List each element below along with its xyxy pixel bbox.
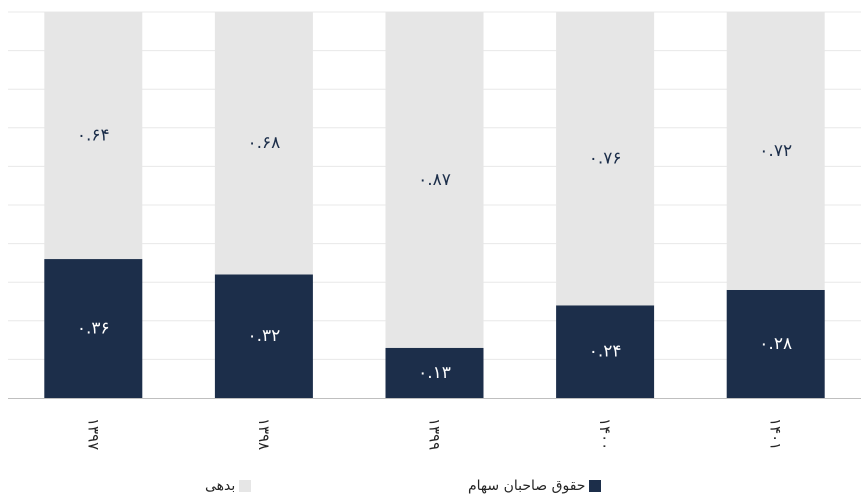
- bar-debt: [44, 12, 143, 260]
- legend-swatch-equity: [589, 480, 602, 492]
- legend-label-debt: بدهی: [205, 478, 236, 494]
- legend-item-debt: بدهی: [205, 476, 252, 496]
- data-label-debt: ۰.۷۶: [589, 149, 622, 169]
- x-tick-label: ۱۳۹۸: [255, 418, 273, 450]
- bar-equity: [726, 289, 825, 398]
- value-labels: ۰.۳۶ ۰.۶۴ ۰.۳۲ ۰.۶۸ ۰.۱۳ ۰.۸۷ ۰.۲۴ ۰.۷۶ ۰.۲۸ ۰.۷۲: [77, 126, 792, 383]
- data-label-equity: ۰.۱۳: [418, 363, 451, 383]
- data-label-equity: ۰.۲۴: [589, 342, 622, 362]
- stacked-bar-chart: ۰.۳۶ ۰.۶۴ ۰.۳۲ ۰.۶۸ ۰.۱۳ ۰.۸۷ ۰.۲۴ ۰.۷۶ ۰.۲۸ ۰.۷۲…: [8, 11, 861, 450]
- bar-equity: [44, 259, 143, 398]
- x-tick-label: ۱۴۰۱: [767, 418, 785, 450]
- data-label-equity: ۰.۲۸: [759, 334, 792, 354]
- bar-equity: [556, 305, 655, 398]
- bars: [44, 12, 825, 398]
- data-label-equity: ۰.۳۶: [77, 319, 110, 339]
- bar-debt: [556, 12, 655, 306]
- legend-swatch-debt: [239, 480, 252, 492]
- x-tick-labels: ۱۳۹۷ ۱۳۹۸ ۱۳۹۹ ۱۴۰۰ ۱۴۰۱: [84, 418, 784, 450]
- data-label-debt: ۰.۶۴: [77, 126, 110, 146]
- data-label-debt: ۰.۸۷: [418, 170, 451, 190]
- bar-debt: [214, 12, 313, 275]
- data-label-debt: ۰.۶۸: [248, 133, 281, 153]
- legend-item-equity: حقوق صاحبان سهام: [468, 476, 602, 496]
- bar-debt: [385, 12, 484, 348]
- bar-equity: [214, 274, 313, 398]
- x-tick-label: ۱۴۰۰: [596, 418, 614, 450]
- data-label-equity: ۰.۳۲: [248, 326, 281, 346]
- data-label-debt: ۰.۷۲: [759, 141, 792, 161]
- bar-equity: [385, 347, 484, 398]
- x-tick-label: ۱۳۹۷: [84, 418, 102, 450]
- legend-label-equity: حقوق صاحبان سهام: [468, 478, 586, 494]
- bar-debt: [726, 12, 825, 290]
- x-tick-label: ۱۳۹۹: [426, 418, 444, 450]
